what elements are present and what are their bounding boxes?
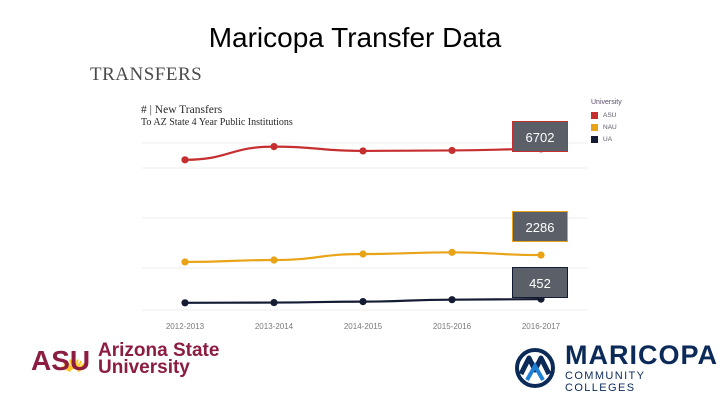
- x-tick-label: 2015-2016: [433, 322, 472, 331]
- asu-sunburst-icon: ASU: [31, 345, 90, 375]
- data-point-ua: [448, 296, 456, 304]
- data-point-nau: [537, 251, 545, 259]
- callout-nau-latest: 2286: [512, 211, 568, 243]
- legend-label-asu: ASU: [603, 111, 617, 119]
- asu-ray: [77, 365, 87, 373]
- maricopa-mark-icon: [515, 348, 555, 388]
- legend-swatch-asu: [591, 111, 598, 119]
- data-point-asu: [181, 156, 189, 164]
- data-point-asu: [359, 147, 367, 155]
- legend-swatch-ua: [591, 135, 598, 143]
- maricopa-name: MARICOPA: [564, 340, 718, 370]
- asu-mark: ASU: [31, 345, 90, 375]
- asu-ray: [65, 360, 73, 371]
- data-point-asu: [448, 146, 456, 155]
- asu-ray: [76, 362, 85, 372]
- x-tick-label: 2014-2015: [344, 322, 383, 331]
- section-heading: TRANSFERS: [90, 64, 203, 85]
- legend-label-nau: NAU: [603, 123, 617, 131]
- x-tick-label: 2013-2014: [255, 322, 294, 331]
- asu-ray: [74, 359, 79, 370]
- legend-swatch-nau: [591, 123, 598, 131]
- data-point-ua: [270, 298, 278, 307]
- legend-item-asu: ASU: [591, 109, 622, 121]
- chart-legend: University ASU NAU UA: [591, 99, 622, 145]
- chart-subtitle: To AZ State 4 Year Public Institutions: [141, 117, 293, 128]
- legend-item-nau: NAU: [591, 121, 622, 133]
- legend-item-ua: UA: [591, 133, 622, 145]
- asu-logo: ASU Arizona State University: [30, 340, 220, 378]
- asu-ray: [69, 359, 74, 370]
- maricopa-subtitle: COMMUNITY COLLEGES: [564, 370, 646, 394]
- asu-ray: [75, 360, 83, 371]
- x-tick-label: 2016-2017: [522, 322, 561, 331]
- callout-ua-latest: 452: [512, 267, 568, 299]
- asu-wordmark-line2: University: [98, 357, 190, 378]
- asu-ray: [63, 362, 72, 372]
- data-point-ua: [359, 297, 367, 306]
- data-point-nau: [181, 258, 189, 266]
- legend-title: University: [591, 99, 622, 106]
- asu-ray: [61, 365, 71, 373]
- callout-asu-latest: 6702: [512, 120, 568, 152]
- data-point-nau: [270, 256, 278, 264]
- data-point-asu: [270, 143, 278, 151]
- chart-title: # | New Transfers: [141, 104, 223, 116]
- data-point-nau: [448, 248, 456, 256]
- maricopa-logo: MARICOPA COMMUNITY COLLEGES: [515, 342, 720, 394]
- data-point-ua: [181, 299, 189, 307]
- x-tick-label: 2012-2013: [166, 322, 205, 331]
- asu-wordmark-line1: Arizona State: [98, 340, 220, 361]
- legend-label-ua: UA: [603, 135, 613, 143]
- slide-title: Maricopa Transfer Data: [208, 22, 502, 53]
- data-point-nau: [359, 250, 367, 258]
